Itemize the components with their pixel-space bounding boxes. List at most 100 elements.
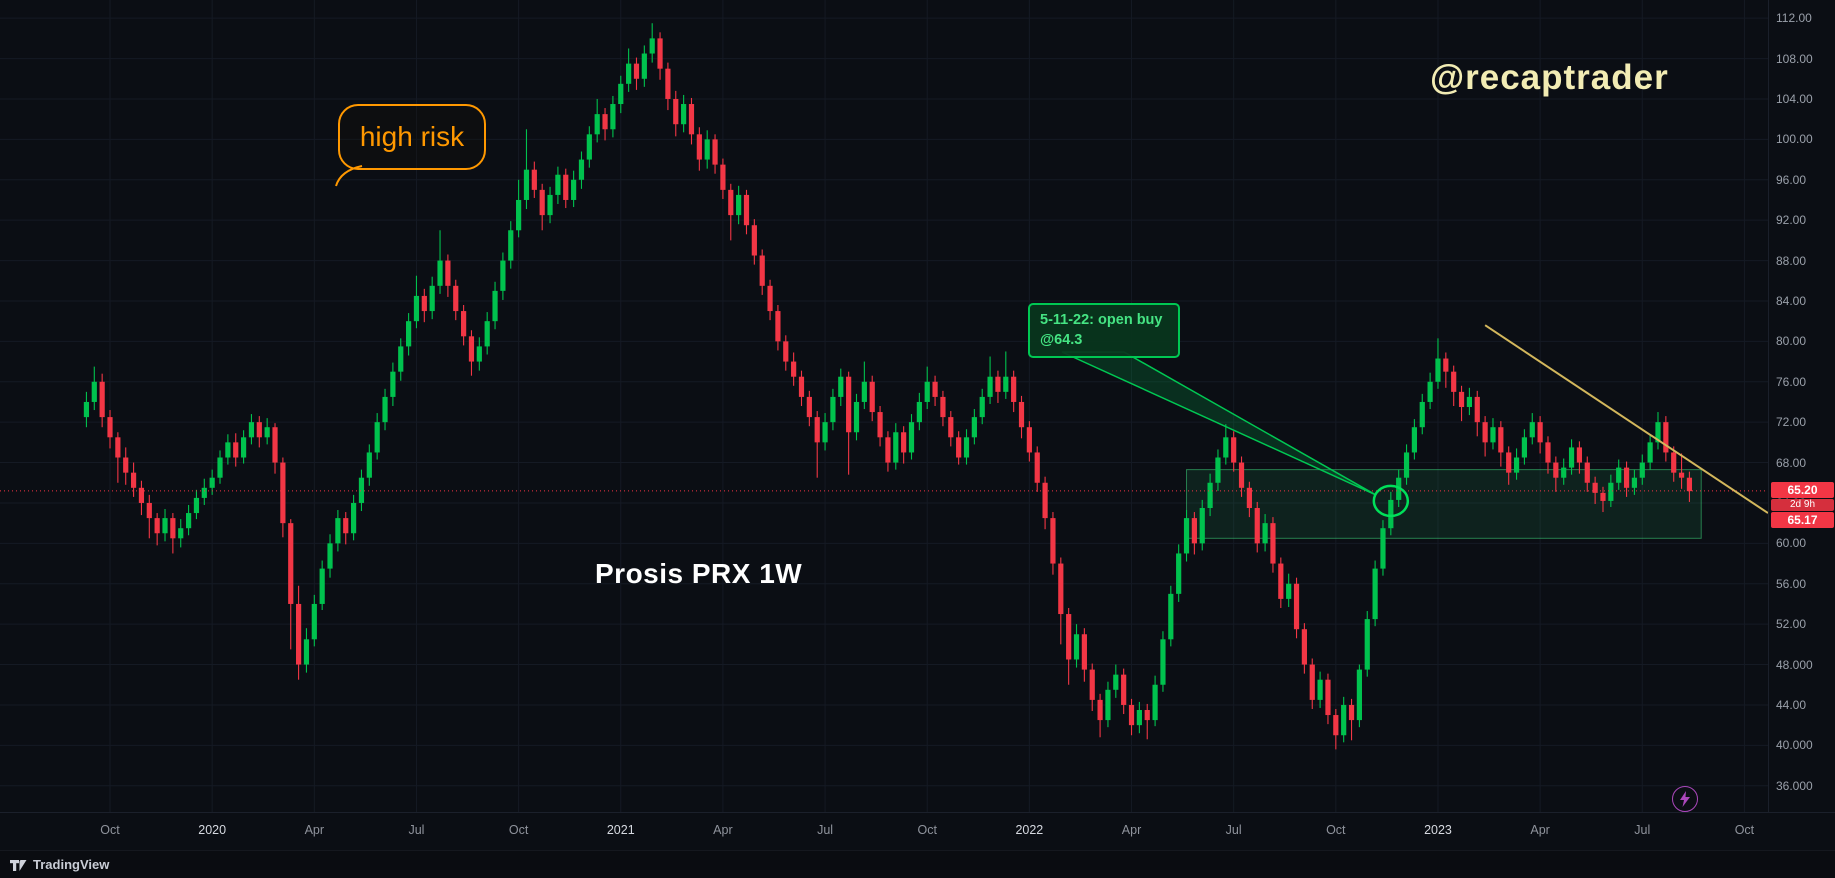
time-axis[interactable]: Oct 2020 Apr Jul Oct 2021 Apr Jul Oct 2022 Apr Jul O… bbox=[0, 812, 1835, 851]
price-line-badge: 65.20 bbox=[1771, 481, 1834, 498]
candle bbox=[1309, 658, 1315, 709]
price-axis[interactable]: 36.00040.00044.0048.00052.0056.0060.0064… bbox=[1768, 0, 1835, 812]
candle bbox=[720, 158, 726, 199]
candle bbox=[476, 337, 482, 371]
candle bbox=[1089, 663, 1095, 712]
candle bbox=[1435, 338, 1441, 389]
candle bbox=[1451, 365, 1457, 406]
candle bbox=[500, 252, 506, 300]
candle bbox=[838, 368, 844, 406]
candle bbox=[1073, 624, 1080, 668]
candle bbox=[1348, 698, 1355, 741]
open-buy-line1: 5-11-22: open buy bbox=[1040, 312, 1163, 328]
candle bbox=[971, 409, 977, 445]
open-buy-callout[interactable]: 5-11-22: open buy @64.3 bbox=[1028, 303, 1180, 359]
candle bbox=[138, 480, 145, 516]
candle bbox=[1066, 607, 1072, 685]
candle bbox=[1246, 481, 1252, 518]
candle bbox=[712, 134, 718, 174]
candle bbox=[830, 388, 836, 431]
y-axis-label: 80.00 bbox=[1776, 334, 1807, 349]
candle bbox=[1191, 512, 1197, 555]
candle bbox=[704, 130, 710, 169]
candle bbox=[178, 519, 184, 548]
candle bbox=[602, 108, 608, 141]
candle bbox=[453, 279, 459, 321]
callout-tail-icon bbox=[335, 165, 363, 187]
chart-pane[interactable]: @recaptrader Prosis PRX 1W high risk 5-1… bbox=[0, 0, 1768, 812]
candle bbox=[641, 45, 647, 87]
tradingview-link[interactable]: TradingView bbox=[10, 857, 109, 872]
candle bbox=[956, 431, 962, 465]
candle bbox=[1144, 703, 1150, 740]
candle bbox=[319, 560, 325, 611]
candle bbox=[516, 179, 522, 238]
x-axis-label: Jul bbox=[817, 823, 834, 837]
candle bbox=[924, 366, 930, 410]
candle bbox=[1215, 449, 1221, 491]
high-risk-callout[interactable]: high risk bbox=[335, 104, 486, 187]
candle bbox=[1529, 413, 1535, 445]
candle bbox=[1333, 708, 1339, 750]
candle bbox=[1466, 387, 1473, 416]
candle bbox=[1537, 416, 1543, 454]
candle bbox=[398, 338, 404, 381]
lightning-glyph bbox=[1680, 791, 1690, 807]
candle bbox=[791, 352, 797, 386]
lightning-bolt-icon[interactable] bbox=[1672, 786, 1698, 812]
candle bbox=[657, 32, 663, 80]
candle bbox=[1388, 491, 1394, 536]
x-axis-label: 2023 bbox=[1424, 823, 1452, 837]
tradingview-logo-icon bbox=[10, 860, 27, 871]
candlestick-chart[interactable] bbox=[0, 0, 1768, 812]
trendline[interactable] bbox=[1484, 324, 1768, 514]
bar-countdown-badge: 2d 9h bbox=[1771, 498, 1834, 511]
candle bbox=[547, 186, 553, 224]
open-buy-line2: @64.3 bbox=[1040, 331, 1083, 348]
candle bbox=[1231, 431, 1237, 472]
candle bbox=[594, 98, 600, 143]
candle bbox=[437, 230, 443, 294]
candle bbox=[1623, 461, 1630, 497]
candle bbox=[1380, 520, 1386, 576]
entry-circle[interactable] bbox=[1372, 484, 1410, 518]
candle bbox=[633, 57, 640, 90]
candle bbox=[1443, 352, 1449, 388]
candle bbox=[288, 519, 294, 650]
candle bbox=[586, 126, 592, 168]
candle bbox=[1678, 453, 1685, 489]
grid-layer bbox=[0, 0, 1768, 812]
candle bbox=[1341, 696, 1347, 743]
candle bbox=[948, 411, 954, 447]
candle bbox=[201, 478, 207, 505]
candle bbox=[1553, 456, 1559, 492]
y-axis-label: 68.00 bbox=[1776, 455, 1807, 470]
candle bbox=[1671, 446, 1677, 482]
candle bbox=[351, 494, 357, 541]
candle bbox=[185, 504, 192, 536]
x-axis-label: Oct bbox=[1326, 823, 1346, 837]
candle bbox=[665, 62, 671, 111]
candle bbox=[523, 129, 530, 210]
candle bbox=[83, 391, 90, 428]
candle bbox=[1639, 454, 1645, 485]
candle bbox=[681, 94, 687, 133]
candle bbox=[1411, 419, 1417, 460]
candle bbox=[736, 185, 742, 225]
candle bbox=[1655, 412, 1661, 450]
candle bbox=[908, 414, 915, 460]
y-axis-label: 48.000 bbox=[1776, 657, 1813, 672]
candle bbox=[1160, 631, 1166, 692]
candle bbox=[1238, 456, 1245, 497]
candle bbox=[1663, 416, 1669, 462]
candle bbox=[688, 97, 695, 145]
candle bbox=[1600, 486, 1606, 513]
y-axis-label: 56.00 bbox=[1776, 576, 1807, 591]
candle bbox=[170, 513, 176, 554]
tradingview-brand-text: TradingView bbox=[33, 857, 110, 872]
candle bbox=[861, 361, 867, 410]
candle bbox=[1545, 436, 1551, 474]
candle bbox=[932, 375, 938, 406]
candle bbox=[869, 375, 875, 422]
candle bbox=[146, 494, 152, 539]
